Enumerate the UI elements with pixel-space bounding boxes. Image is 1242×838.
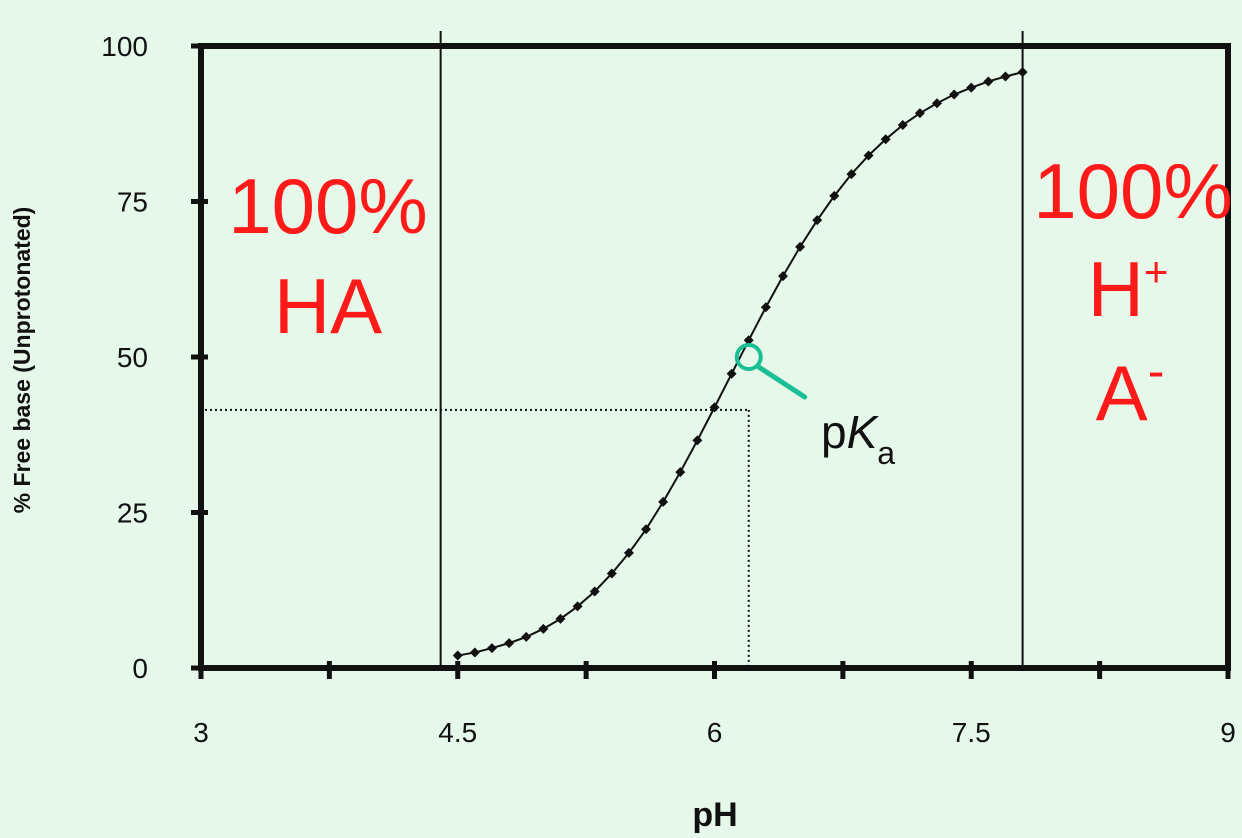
x-axis-title: pH <box>692 796 737 834</box>
pka-p: p <box>821 406 847 458</box>
y-tick-label: 100 <box>101 31 148 62</box>
data-point <box>983 76 994 87</box>
left-percent-label: 100% <box>228 162 428 250</box>
data-point <box>658 496 669 507</box>
data-point <box>589 586 600 597</box>
data-point <box>504 638 515 649</box>
left-species-label: HA <box>274 262 382 350</box>
data-point <box>675 467 686 478</box>
pka-subscript: a <box>877 435 895 471</box>
x-tick-label: 3 <box>193 717 209 748</box>
pka-label: pKa <box>821 406 895 471</box>
right-h-label: H+ <box>1088 245 1169 333</box>
data-point <box>914 108 925 119</box>
right-a-superscript: - <box>1148 343 1165 399</box>
data-point <box>863 150 874 161</box>
x-tick-label: 4.5 <box>438 717 477 748</box>
x-tick-label: 9 <box>1220 717 1236 748</box>
data-point <box>709 402 720 413</box>
data-point <box>812 215 823 226</box>
data-point <box>1000 71 1011 82</box>
data-point <box>966 82 977 93</box>
data-point <box>932 98 943 109</box>
reference-lines <box>205 31 1024 668</box>
data-point <box>777 271 788 282</box>
data-point <box>555 613 566 624</box>
y-tick-label: 25 <box>117 498 148 529</box>
right-h-text: H <box>1088 245 1144 333</box>
data-point <box>572 601 583 612</box>
data-point <box>846 169 857 180</box>
pka-marker <box>734 343 808 400</box>
right-percent-label: 100% <box>1033 147 1233 235</box>
data-point <box>880 134 891 145</box>
data-point <box>692 435 703 446</box>
data-point <box>452 650 463 661</box>
y-tick-label: 0 <box>132 653 148 684</box>
data-point <box>486 643 497 654</box>
data-point <box>641 524 652 535</box>
data-point <box>726 368 737 379</box>
data-point <box>1017 67 1028 78</box>
data-point <box>897 119 908 130</box>
data-point <box>760 302 771 313</box>
right-a-text: A <box>1096 349 1148 437</box>
data-point <box>606 568 617 579</box>
data-point <box>521 631 532 642</box>
x-tick-label: 7.5 <box>952 717 991 748</box>
right-h-superscript: + <box>1144 248 1169 295</box>
x-tick-label: 6 <box>707 717 723 748</box>
data-point <box>469 647 480 658</box>
data-point <box>623 547 634 558</box>
data-point <box>538 623 549 634</box>
data-series <box>452 67 1028 661</box>
tick-labels: 3 4.5 6 7.5 9 0 25 50 75 100 <box>101 31 1236 748</box>
pka-k: K <box>847 406 880 458</box>
data-point <box>743 335 754 346</box>
data-point <box>829 190 840 201</box>
data-point <box>795 241 806 252</box>
marker-pointer <box>756 364 808 400</box>
marker-circle <box>734 343 763 371</box>
right-a-label: A- <box>1096 343 1165 437</box>
axis-ticks <box>191 43 1231 679</box>
y-tick-label: 50 <box>117 342 148 373</box>
data-point <box>949 89 960 100</box>
series-line-1 <box>457 71 1023 657</box>
y-tick-label: 75 <box>117 187 148 218</box>
y-axis-title: % Free base (Unprotonated) <box>9 207 35 514</box>
